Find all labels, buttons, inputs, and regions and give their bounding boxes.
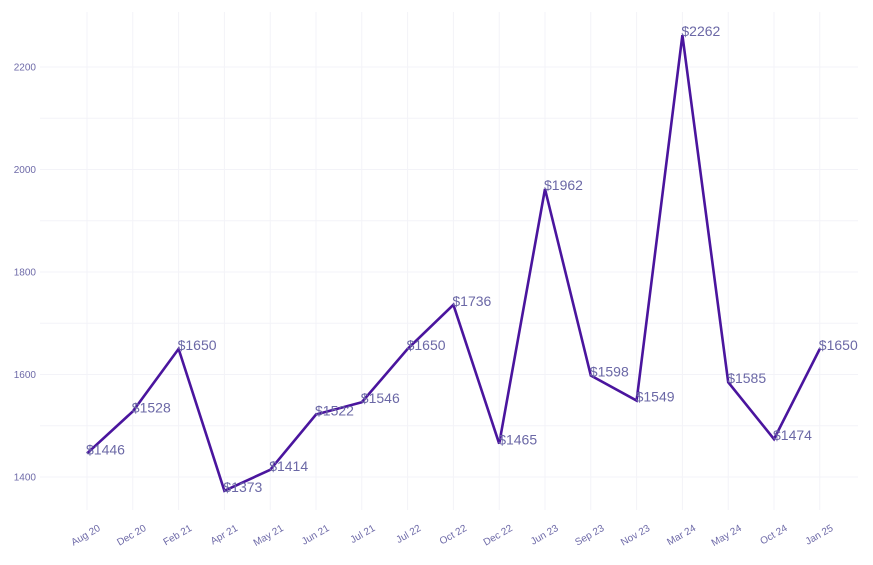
data-label: $1522 (315, 402, 354, 418)
x-tick-label: Oct 22 (438, 523, 469, 547)
data-label: $2262 (681, 23, 720, 39)
x-tick-label: Oct 24 (758, 523, 789, 547)
data-label: $1474 (773, 427, 812, 443)
x-tick-label: Jun 21 (300, 523, 332, 548)
x-tick-label: Feb 21 (162, 523, 195, 548)
horizontal-gridlines (40, 66, 858, 478)
x-tick-label: Jul 21 (349, 523, 378, 546)
series-line (86, 35, 821, 493)
data-label: $1962 (544, 177, 583, 193)
data-label: $1446 (86, 441, 125, 457)
y-axis: 1400 1600 1800 2000 2200 (14, 63, 37, 484)
data-label: $1373 (223, 479, 262, 495)
data-label: $1650 (407, 337, 446, 353)
data-label: $1549 (636, 389, 675, 405)
data-labels: $1446 $1528 $1650 $1373 $1414 $1522 $1546 $1650… (86, 23, 858, 495)
vertical-gridlines (86, 12, 821, 510)
data-label: $1736 (452, 293, 491, 309)
data-label: $1414 (269, 458, 308, 474)
data-label: $1650 (819, 337, 858, 353)
x-tick-label: May 21 (252, 523, 286, 549)
data-label: $1528 (132, 399, 171, 415)
x-tick-label: Nov 23 (619, 523, 652, 549)
x-tick-label: Sep 23 (573, 523, 606, 549)
data-label: $1465 (498, 432, 537, 448)
data-label: $1650 (178, 337, 217, 353)
data-label: $1598 (590, 364, 629, 380)
y-tick-label: 1400 (14, 473, 37, 484)
y-tick-label: 1800 (14, 268, 37, 279)
x-tick-label: Apr 21 (209, 523, 240, 547)
y-tick-label: 2200 (14, 63, 37, 74)
x-tick-label: Jan 25 (804, 523, 836, 548)
data-label: $1585 (727, 370, 766, 386)
data-label: $1546 (361, 390, 400, 406)
x-tick-label: Jun 23 (529, 523, 561, 548)
x-tick-label: Dec 22 (482, 523, 515, 549)
x-tick-label: May 24 (710, 523, 744, 549)
y-tick-label: 2000 (14, 165, 37, 176)
x-tick-label: Jul 22 (394, 523, 423, 546)
x-tick-label: Aug 20 (70, 523, 103, 549)
y-tick-label: 1600 (14, 370, 37, 381)
x-tick-label: Dec 20 (115, 523, 148, 549)
x-axis: Aug 20 Dec 20 Feb 21 Apr 21 May 21 Jun 21 Jul … (70, 523, 836, 549)
x-tick-label: Mar 24 (665, 523, 698, 548)
